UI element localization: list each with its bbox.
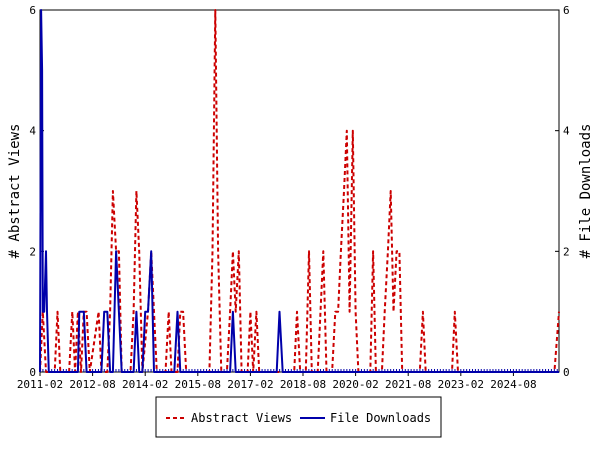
legend-label-file-downloads: File Downloads: [330, 411, 431, 425]
x-tick-label: 2015-08: [175, 378, 221, 391]
x-tick-label: 2024-08: [490, 378, 536, 391]
x-tick-label: 2011-02: [17, 378, 63, 391]
legend-box: [155, 396, 442, 438]
x-tick-label: 2023-02: [438, 378, 484, 391]
y-left-tick-label: 2: [29, 245, 36, 258]
y-left-tick-labels: 0 2 4 6: [29, 4, 36, 379]
series-layer: [39, 9, 560, 373]
y-right-axis-title: # File Downloads: [578, 124, 594, 259]
y-left-tick-label: 6: [29, 4, 36, 17]
series-line-file-downloads: [39, 9, 559, 373]
legend: Abstract Views File Downloads: [155, 396, 442, 438]
y-right-tick-label: 4: [563, 125, 570, 138]
y-right-tick-label: 0: [563, 366, 570, 379]
x-tick-label: 2020-02: [332, 378, 378, 391]
plot-area: [39, 9, 560, 373]
legend-label-abstract-views: Abstract Views: [191, 411, 292, 425]
x-tick-labels: 2011-02 2012-08 2014-02 2015-08 2017-02 2018-…: [17, 378, 537, 391]
y-right-tick-label: 6: [563, 4, 570, 17]
x-tick-label: 2012-08: [69, 378, 115, 391]
y-left-axis-title: # Abstract Views: [7, 124, 23, 259]
x-tick-label: 2018-08: [280, 378, 326, 391]
y-left-tick-label: 0: [29, 366, 36, 379]
x-tick-label: 2017-02: [227, 378, 273, 391]
y-right-tick-label: 2: [563, 245, 570, 258]
x-tick-label: 2021-08: [385, 378, 431, 391]
y-right-tick-labels: 0 2 4 6: [563, 4, 570, 379]
y-left-tick-label: 4: [29, 125, 36, 138]
x-tick-label: 2014-02: [122, 378, 168, 391]
